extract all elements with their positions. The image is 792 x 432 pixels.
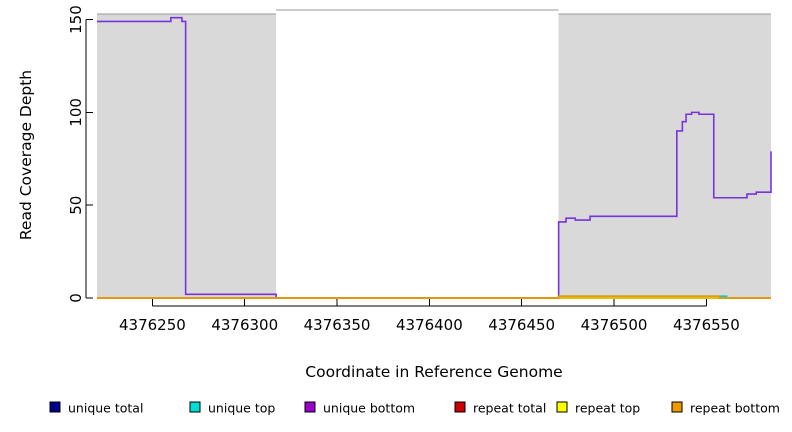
y-tick-label-150: 150 xyxy=(67,5,85,34)
legend-item-unique-top: unique top xyxy=(189,401,275,416)
y-tick-label-100: 100 xyxy=(67,98,85,127)
legend-item-repeat-top: repeat top xyxy=(556,401,640,416)
x-tick-label-4376400: 4376400 xyxy=(396,316,463,334)
series-layer xyxy=(97,16,772,299)
shaded-regions-layer xyxy=(97,9,771,298)
legend-swatch-repeat-bottom xyxy=(671,401,683,413)
legend-label-repeat-top: repeat top xyxy=(575,401,640,416)
axis-layer xyxy=(85,19,707,307)
y-tick-label-0: 0 xyxy=(67,293,85,303)
legend-item-unique-bottom: unique bottom xyxy=(304,401,415,416)
legend-swatch-unique-top xyxy=(189,401,201,413)
legend-label-repeat-bottom: repeat bottom xyxy=(690,401,780,416)
repeat-region-right xyxy=(558,14,771,298)
legend-swatch-repeat-top xyxy=(556,401,568,413)
x-tick-label-4376500: 4376500 xyxy=(581,316,648,334)
legend-item-repeat-total: repeat total xyxy=(454,401,546,416)
x-tick-label-4376300: 4376300 xyxy=(211,316,278,334)
legend-swatch-unique-total xyxy=(49,401,61,413)
x-axis-title: Coordinate in Reference Genome xyxy=(305,363,562,381)
x-tick-label-4376250: 4376250 xyxy=(119,316,186,334)
legend-swatch-repeat-total xyxy=(454,401,466,413)
legend-label-unique-total: unique total xyxy=(68,401,143,416)
y-tick-label-50: 50 xyxy=(67,196,85,215)
tick-labels-layer: 0 50 100 150 4376250 4376300 4376350 4376400 437… xyxy=(67,5,740,334)
legend-item-unique-total: unique total xyxy=(49,401,143,416)
x-tick-label-4376450: 4376450 xyxy=(488,316,555,334)
legend-item-repeat-bottom: repeat bottom xyxy=(671,401,780,416)
series-unique-bottom xyxy=(97,16,772,299)
legend-label-unique-bottom: unique bottom xyxy=(323,401,415,416)
series-repeat-bottom xyxy=(97,295,771,299)
y-axis-title: Read Coverage Depth xyxy=(17,70,35,240)
legend: unique total unique top unique bottom repea… xyxy=(49,401,780,416)
legend-swatch-unique-bottom xyxy=(304,401,316,413)
repeat-region-left xyxy=(97,14,277,298)
legend-label-unique-top: unique top xyxy=(208,401,275,416)
x-tick-label-4376550: 4376550 xyxy=(673,316,740,334)
x-tick-label-4376350: 4376350 xyxy=(304,316,371,334)
legend-label-repeat-total: repeat total xyxy=(473,401,546,416)
